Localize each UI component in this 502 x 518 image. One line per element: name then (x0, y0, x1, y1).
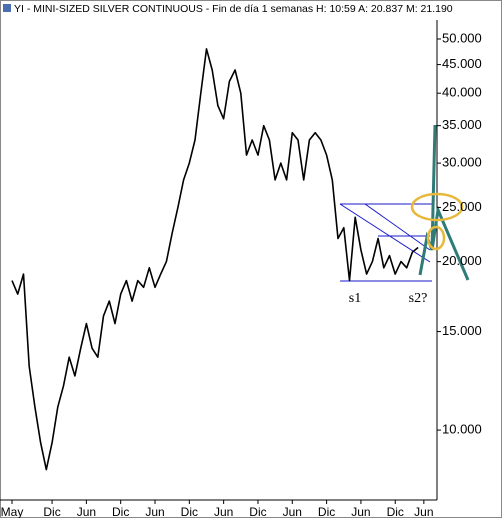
y-tick-label: 15.000 (442, 323, 482, 338)
y-tick-label: 45.000 (442, 56, 482, 71)
x-tick-label: Dic (43, 505, 60, 518)
x-tick-label: Jun (351, 505, 370, 518)
y-tick-label: 30.000 (442, 155, 482, 170)
title-icon (3, 4, 11, 12)
annotation-text: s1 (349, 291, 361, 306)
y-tick-label: 35.000 (442, 117, 482, 132)
annotation-lines (339, 124, 470, 282)
x-tick-label: Jun (77, 505, 96, 518)
y-tick-label: 10.000 (442, 422, 482, 437)
x-tick-label: May (1, 505, 24, 518)
trend-line (364, 203, 431, 251)
y-tick-label: 40.000 (442, 85, 482, 100)
x-tick-label: Jun (414, 505, 433, 518)
price-line (11, 48, 419, 471)
chart-title: YI - MINI-SIZED SILVER CONTINUOUS - Fin … (14, 3, 453, 15)
annotation-text: s2? (409, 291, 428, 306)
x-tick-label: Dic (249, 505, 266, 518)
y-tick-label: 50.000 (442, 30, 482, 45)
x-tick-label: Jun (283, 505, 302, 518)
y-tick-label: 20.000 (442, 253, 482, 268)
x-tick-label: Dic (112, 505, 129, 518)
x-tick-label: Dic (181, 505, 198, 518)
highlight-ellipse (426, 225, 446, 251)
x-tick-label: Dic (318, 505, 335, 518)
x-tick-label: Jun (214, 505, 233, 518)
x-tick-label: Jun (145, 505, 164, 518)
highlight-ellipse (410, 192, 464, 222)
x-tick-label: Dic (387, 505, 404, 518)
y-tick-label: 25.000 (442, 199, 482, 214)
trend-line (339, 203, 431, 263)
forecast-arrow (430, 204, 470, 281)
